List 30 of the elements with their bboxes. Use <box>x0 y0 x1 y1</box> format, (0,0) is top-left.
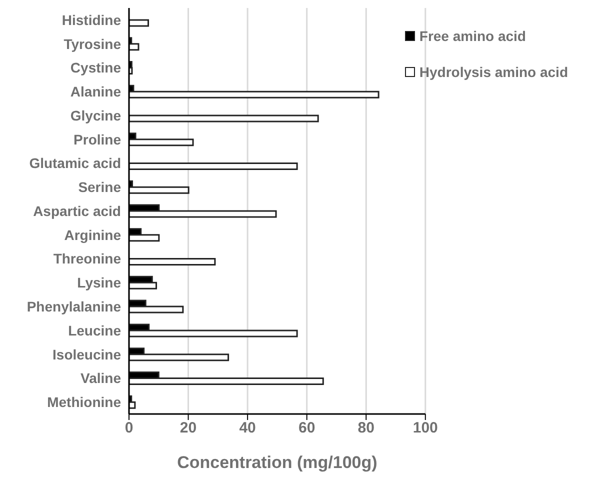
bar <box>129 114 319 122</box>
x-tick-label: 60 <box>298 420 316 437</box>
y-tick-label: Isoleucine <box>52 346 122 362</box>
y-tick-label: Aspartic acid <box>33 202 121 219</box>
x-tick-label: 20 <box>180 420 197 437</box>
x-tick-label: 0 <box>124 420 134 437</box>
legend-label: Free amino acid <box>419 27 526 46</box>
legend-label: Hydrolysis amino acid <box>419 63 568 82</box>
y-tick-label: Histidine <box>62 12 122 28</box>
bar <box>129 162 298 170</box>
bar <box>129 258 216 266</box>
x-tick-label: 40 <box>239 420 256 437</box>
x-tick-label: 100 <box>412 420 438 437</box>
y-tick-label: Cystine <box>70 60 122 76</box>
y-tick-label: Alanine <box>70 84 122 100</box>
y-tick-label: Glutamic acid <box>29 155 121 172</box>
y-tick-label: Threonine <box>53 250 122 267</box>
bar <box>129 19 150 27</box>
y-tick-label: Arginine <box>64 226 122 243</box>
x-axis-title: Concentration (mg/100g) <box>177 453 378 472</box>
y-tick-label: Valine <box>80 370 122 386</box>
y-tick-label: Tyrosine <box>64 36 122 52</box>
y-tick-label: Leucine <box>68 322 122 338</box>
y-tick-label: Proline <box>74 131 122 148</box>
y-tick-label: Glycine <box>70 107 122 124</box>
y-tick-label: Methionine <box>47 394 122 410</box>
x-tick-label: 80 <box>358 420 374 437</box>
y-tick-label: Lysine <box>77 274 122 291</box>
y-tick-label: Phenylalanine <box>26 298 122 314</box>
y-tick-label: Serine <box>78 179 122 196</box>
